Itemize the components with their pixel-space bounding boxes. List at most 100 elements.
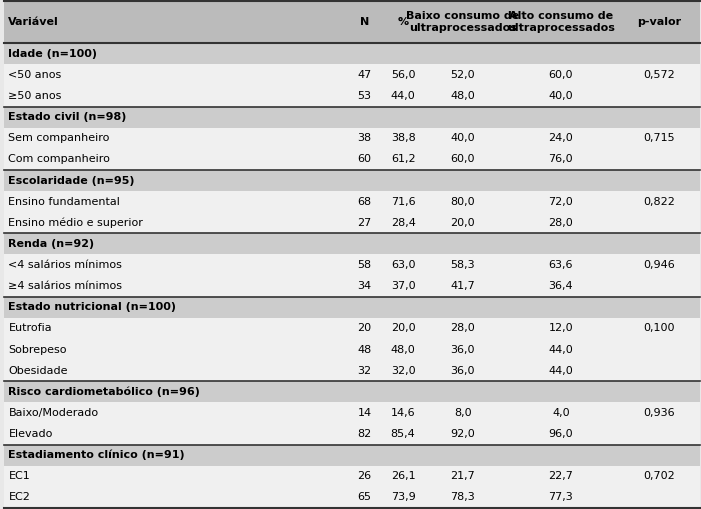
Text: Estado nutricional (n=100): Estado nutricional (n=100) <box>8 302 177 313</box>
Text: <4 salários mínimos: <4 salários mínimos <box>8 260 122 270</box>
Bar <box>4 381 700 402</box>
Text: 4,0: 4,0 <box>552 408 570 418</box>
Text: Obesidade: Obesidade <box>8 365 68 376</box>
Text: Variável: Variável <box>8 17 59 27</box>
Text: 0,822: 0,822 <box>643 196 675 207</box>
Text: Sobrepeso: Sobrepeso <box>8 345 67 355</box>
Text: 48,0: 48,0 <box>390 345 416 355</box>
Text: 65: 65 <box>358 492 372 502</box>
Text: 72,0: 72,0 <box>548 196 573 207</box>
Bar <box>4 275 700 297</box>
Text: 34: 34 <box>358 281 372 291</box>
Text: p-valor: p-valor <box>637 17 681 27</box>
Text: 61,2: 61,2 <box>390 154 416 164</box>
Text: 78,3: 78,3 <box>450 492 475 502</box>
Bar <box>4 318 700 339</box>
Text: 85,4: 85,4 <box>390 429 416 439</box>
Text: 52,0: 52,0 <box>450 70 475 80</box>
Text: 0,946: 0,946 <box>643 260 675 270</box>
Text: 63,6: 63,6 <box>549 260 573 270</box>
Text: 92,0: 92,0 <box>450 429 475 439</box>
Text: Idade (n=100): Idade (n=100) <box>8 49 97 59</box>
Text: 28,4: 28,4 <box>390 218 416 228</box>
Text: 48: 48 <box>358 345 372 355</box>
Text: 8,0: 8,0 <box>454 408 472 418</box>
Text: ≥50 anos: ≥50 anos <box>8 91 62 101</box>
Text: 48,0: 48,0 <box>450 91 475 101</box>
Text: EC2: EC2 <box>8 492 30 502</box>
Text: 56,0: 56,0 <box>391 70 415 80</box>
Text: 60,0: 60,0 <box>549 70 573 80</box>
Text: 36,4: 36,4 <box>548 281 573 291</box>
Text: 20: 20 <box>358 323 372 333</box>
Text: Ensino médio e superior: Ensino médio e superior <box>8 217 143 228</box>
Bar <box>4 487 700 508</box>
Bar <box>4 86 700 107</box>
Text: 76,0: 76,0 <box>548 154 573 164</box>
Text: 40,0: 40,0 <box>450 133 475 144</box>
Bar <box>4 297 700 318</box>
Text: EC1: EC1 <box>8 471 30 482</box>
Text: 53: 53 <box>358 91 372 101</box>
Text: 0,715: 0,715 <box>643 133 675 144</box>
Text: 36,0: 36,0 <box>451 345 475 355</box>
Text: 32: 32 <box>358 365 372 376</box>
Text: Risco cardiometabólico (n=96): Risco cardiometabólico (n=96) <box>8 386 200 397</box>
Bar <box>4 1 700 43</box>
Text: 20,0: 20,0 <box>390 323 416 333</box>
Text: 36,0: 36,0 <box>451 365 475 376</box>
Text: 22,7: 22,7 <box>548 471 573 482</box>
Text: 0,100: 0,100 <box>644 323 674 333</box>
Text: %: % <box>397 17 409 27</box>
Bar <box>4 402 700 423</box>
Text: Alto consumo de
ultraprocessados: Alto consumo de ultraprocessados <box>507 11 615 33</box>
Text: Renda (n=92): Renda (n=92) <box>8 239 95 249</box>
Text: 0,702: 0,702 <box>643 471 675 482</box>
Text: 38,8: 38,8 <box>390 133 416 144</box>
Text: 32,0: 32,0 <box>390 365 416 376</box>
Text: 41,7: 41,7 <box>450 281 475 291</box>
Text: 60,0: 60,0 <box>451 154 475 164</box>
Text: 0,936: 0,936 <box>643 408 675 418</box>
Text: 73,9: 73,9 <box>390 492 416 502</box>
Text: 44,0: 44,0 <box>548 365 573 376</box>
Text: 12,0: 12,0 <box>548 323 573 333</box>
Bar <box>4 43 700 64</box>
Text: 96,0: 96,0 <box>548 429 573 439</box>
Text: 38: 38 <box>358 133 372 144</box>
Bar <box>4 339 700 360</box>
Text: 0,572: 0,572 <box>643 70 675 80</box>
Text: 14: 14 <box>358 408 372 418</box>
Text: 14,6: 14,6 <box>390 408 416 418</box>
Text: Estado civil (n=98): Estado civil (n=98) <box>8 112 127 122</box>
Bar <box>4 444 700 466</box>
Text: 37,0: 37,0 <box>390 281 416 291</box>
Bar <box>4 64 700 86</box>
Text: 27: 27 <box>358 218 372 228</box>
Bar <box>4 107 700 128</box>
Bar <box>4 170 700 191</box>
Text: 77,3: 77,3 <box>548 492 573 502</box>
Text: N: N <box>360 17 369 27</box>
Text: 28,0: 28,0 <box>450 323 475 333</box>
Text: Elevado: Elevado <box>8 429 53 439</box>
Text: Eutrofia: Eutrofia <box>8 323 52 333</box>
Bar <box>4 212 700 233</box>
Bar <box>4 360 700 381</box>
Text: 71,6: 71,6 <box>390 196 416 207</box>
Text: 26: 26 <box>358 471 372 482</box>
Text: Baixo consumo de
ultraprocessados: Baixo consumo de ultraprocessados <box>406 11 519 33</box>
Bar <box>4 233 700 254</box>
Bar <box>4 149 700 170</box>
Text: 80,0: 80,0 <box>450 196 475 207</box>
Text: Ensino fundamental: Ensino fundamental <box>8 196 121 207</box>
Text: 82: 82 <box>358 429 372 439</box>
Text: 60: 60 <box>358 154 372 164</box>
Text: 20,0: 20,0 <box>450 218 475 228</box>
Bar <box>4 466 700 487</box>
Text: <50 anos: <50 anos <box>8 70 62 80</box>
Text: 63,0: 63,0 <box>391 260 415 270</box>
Text: 24,0: 24,0 <box>548 133 573 144</box>
Text: 44,0: 44,0 <box>390 91 416 101</box>
Text: 26,1: 26,1 <box>390 471 416 482</box>
